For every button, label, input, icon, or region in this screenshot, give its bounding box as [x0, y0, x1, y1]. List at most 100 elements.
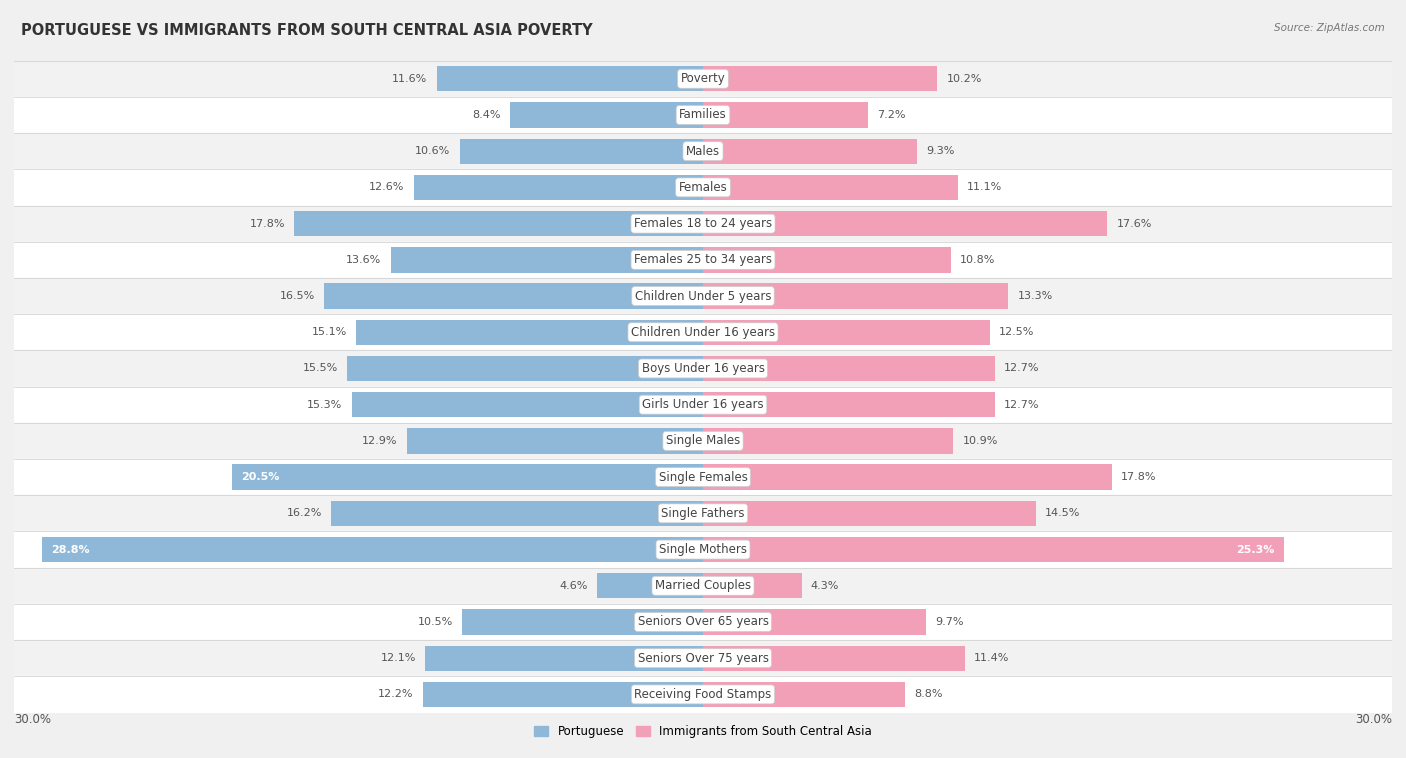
- Bar: [703, 428, 953, 453]
- Text: Single Mothers: Single Mothers: [659, 543, 747, 556]
- Text: 12.9%: 12.9%: [363, 436, 398, 446]
- Bar: [703, 66, 938, 92]
- Bar: [703, 573, 801, 599]
- Text: Receiving Food Stamps: Receiving Food Stamps: [634, 688, 772, 701]
- Text: 12.6%: 12.6%: [370, 183, 405, 193]
- Text: 30.0%: 30.0%: [1355, 713, 1392, 726]
- Bar: [703, 392, 994, 418]
- Text: 17.6%: 17.6%: [1116, 218, 1152, 229]
- Text: 20.5%: 20.5%: [242, 472, 280, 482]
- Text: Boys Under 16 years: Boys Under 16 years: [641, 362, 765, 375]
- Bar: [14, 97, 1392, 133]
- Bar: [703, 174, 957, 200]
- Text: Families: Families: [679, 108, 727, 121]
- Text: Girls Under 16 years: Girls Under 16 years: [643, 398, 763, 411]
- Text: 10.5%: 10.5%: [418, 617, 453, 627]
- Bar: [703, 465, 1112, 490]
- Text: 11.1%: 11.1%: [967, 183, 1002, 193]
- Bar: [437, 66, 703, 92]
- Bar: [232, 465, 703, 490]
- Bar: [461, 609, 703, 634]
- Bar: [323, 283, 703, 309]
- Text: 25.3%: 25.3%: [1236, 544, 1275, 555]
- Bar: [510, 102, 703, 127]
- Text: 9.7%: 9.7%: [935, 617, 963, 627]
- Bar: [703, 102, 869, 127]
- Text: 15.1%: 15.1%: [312, 327, 347, 337]
- Text: 16.2%: 16.2%: [287, 509, 322, 518]
- Text: 17.8%: 17.8%: [1121, 472, 1157, 482]
- Bar: [14, 459, 1392, 495]
- Bar: [14, 568, 1392, 604]
- Text: 16.5%: 16.5%: [280, 291, 315, 301]
- Bar: [14, 169, 1392, 205]
- Text: 15.5%: 15.5%: [302, 364, 337, 374]
- Bar: [391, 247, 703, 273]
- Text: Single Males: Single Males: [666, 434, 740, 447]
- Text: 4.6%: 4.6%: [560, 581, 588, 590]
- Text: 9.3%: 9.3%: [925, 146, 955, 156]
- Bar: [14, 61, 1392, 97]
- Bar: [294, 211, 703, 236]
- Text: 8.4%: 8.4%: [472, 110, 501, 120]
- Bar: [14, 676, 1392, 713]
- Bar: [14, 387, 1392, 423]
- Bar: [703, 211, 1107, 236]
- Bar: [330, 500, 703, 526]
- Text: 17.8%: 17.8%: [249, 218, 285, 229]
- Bar: [356, 320, 703, 345]
- Text: 12.5%: 12.5%: [1000, 327, 1035, 337]
- Bar: [703, 320, 990, 345]
- Text: 14.5%: 14.5%: [1045, 509, 1081, 518]
- Text: Females 18 to 24 years: Females 18 to 24 years: [634, 217, 772, 230]
- Bar: [703, 500, 1036, 526]
- Bar: [406, 428, 703, 453]
- Text: 15.3%: 15.3%: [307, 399, 343, 409]
- Text: Seniors Over 75 years: Seniors Over 75 years: [637, 652, 769, 665]
- Bar: [14, 495, 1392, 531]
- Text: 10.2%: 10.2%: [946, 74, 981, 83]
- Text: 12.7%: 12.7%: [1004, 399, 1039, 409]
- Text: 10.8%: 10.8%: [960, 255, 995, 265]
- Text: 7.2%: 7.2%: [877, 110, 905, 120]
- Text: Single Females: Single Females: [658, 471, 748, 484]
- Text: 10.6%: 10.6%: [415, 146, 450, 156]
- Text: 12.2%: 12.2%: [378, 690, 413, 700]
- Text: Single Fathers: Single Fathers: [661, 507, 745, 520]
- Text: Males: Males: [686, 145, 720, 158]
- Text: 28.8%: 28.8%: [51, 544, 90, 555]
- Text: 12.7%: 12.7%: [1004, 364, 1039, 374]
- Bar: [425, 646, 703, 671]
- Text: Seniors Over 65 years: Seniors Over 65 years: [637, 615, 769, 628]
- Text: 13.6%: 13.6%: [346, 255, 381, 265]
- Text: 30.0%: 30.0%: [14, 713, 51, 726]
- Bar: [423, 681, 703, 707]
- Bar: [598, 573, 703, 599]
- Bar: [703, 609, 925, 634]
- Text: Females: Females: [679, 181, 727, 194]
- Bar: [703, 139, 917, 164]
- Bar: [703, 646, 965, 671]
- Bar: [14, 423, 1392, 459]
- Bar: [703, 681, 905, 707]
- Bar: [14, 205, 1392, 242]
- Text: 4.3%: 4.3%: [811, 581, 839, 590]
- Text: Poverty: Poverty: [681, 72, 725, 85]
- Bar: [347, 356, 703, 381]
- Text: 13.3%: 13.3%: [1018, 291, 1053, 301]
- Text: 8.8%: 8.8%: [914, 690, 943, 700]
- Text: 10.9%: 10.9%: [963, 436, 998, 446]
- Text: 11.4%: 11.4%: [974, 653, 1010, 663]
- Bar: [42, 537, 703, 562]
- Text: Children Under 5 years: Children Under 5 years: [634, 290, 772, 302]
- Bar: [14, 242, 1392, 278]
- Text: PORTUGUESE VS IMMIGRANTS FROM SOUTH CENTRAL ASIA POVERTY: PORTUGUESE VS IMMIGRANTS FROM SOUTH CENT…: [21, 23, 593, 38]
- Text: Children Under 16 years: Children Under 16 years: [631, 326, 775, 339]
- Bar: [703, 283, 1008, 309]
- Text: Females 25 to 34 years: Females 25 to 34 years: [634, 253, 772, 266]
- Bar: [14, 314, 1392, 350]
- Text: Married Couples: Married Couples: [655, 579, 751, 592]
- Bar: [703, 247, 950, 273]
- Bar: [14, 133, 1392, 169]
- Bar: [14, 604, 1392, 640]
